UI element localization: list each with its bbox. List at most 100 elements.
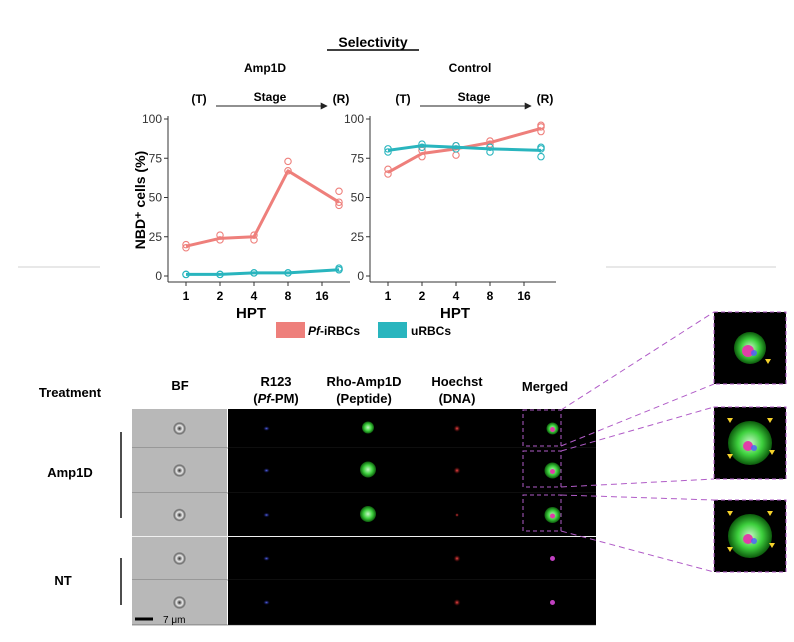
data-point (182, 240, 190, 249)
inset-arrowhead (769, 543, 775, 548)
data-point (182, 243, 190, 252)
series-line (185, 169, 340, 248)
data-point (335, 265, 343, 274)
stage-label: Stage (254, 90, 287, 104)
data-point (537, 152, 545, 161)
brightfield-cell (172, 551, 187, 566)
dna-signal (455, 513, 459, 517)
inset-connector (560, 406, 715, 452)
micrograph-panel (415, 537, 509, 580)
stage-end-label: (R) (333, 92, 350, 106)
chart-control: Control (T) (R) Stage 0 25 50 75 100 1 2 4 8 16 HPT (344, 61, 556, 322)
inset-connector (560, 311, 715, 411)
y-tick-label: 25 (149, 230, 163, 244)
y-tick-label: 25 (351, 230, 365, 244)
merged-nucleus (550, 427, 555, 432)
micrograph-panel (228, 409, 321, 448)
data-point (384, 165, 392, 173)
y-tick-label: 100 (142, 112, 162, 126)
micrograph-panel (415, 409, 509, 448)
column-header-bf: BF (171, 378, 188, 393)
chart-title: Control (449, 61, 492, 75)
micrograph-panel (321, 537, 415, 580)
micrograph-panel (228, 448, 321, 493)
data-point (384, 148, 392, 156)
merged-nucleus (550, 513, 555, 519)
y-tick-label: 0 (357, 269, 364, 283)
inset-source-box (522, 450, 562, 488)
micrograph-panel (228, 537, 321, 580)
legend-swatch-urbcs (378, 322, 407, 338)
inset-arrowhead (727, 511, 733, 516)
column-header-merged: Merged (522, 379, 568, 394)
data-point (537, 145, 545, 153)
data-point (452, 141, 460, 150)
data-point (216, 236, 224, 244)
chart-amp1d: Amp1D (T) (R) Stage 0 25 50 75 100 1 2 4 8 16 HPT (142, 61, 350, 322)
data-point (384, 145, 392, 153)
group-label-amp1d: Amp1D (47, 465, 93, 480)
series-line (387, 144, 542, 152)
x-tick-label: 8 (487, 289, 494, 303)
r123-signal (263, 512, 270, 518)
x-tick-label: 2 (217, 289, 224, 303)
inset-arrowhead (765, 359, 771, 364)
x-tick-label: 16 (517, 289, 531, 303)
micrograph-panel (228, 493, 321, 537)
inset-nucleus (743, 534, 753, 544)
data-point (335, 201, 343, 210)
inset-arrowhead (767, 418, 773, 423)
inset-membrane-signal (751, 538, 757, 544)
merged-signal (550, 556, 555, 561)
micrograph-panel (228, 580, 321, 625)
brightfield-cell (172, 508, 187, 522)
stage-label: Stage (458, 90, 491, 104)
peptide-signal (360, 461, 376, 478)
dna-signal (453, 599, 461, 606)
scale-bar-label: 7 μm (163, 615, 185, 626)
column-header-rho: Rho-Amp1D (326, 374, 401, 389)
series-line (186, 268, 340, 276)
stage-start-label: (T) (191, 92, 206, 106)
dna-signal (453, 467, 461, 474)
inset-membrane-signal (751, 445, 757, 451)
inset-connector (560, 494, 715, 501)
micrograph-panel (415, 493, 509, 537)
inset-arrowhead (727, 418, 733, 423)
dna-signal (453, 555, 461, 562)
inset-arrowhead (727, 454, 733, 459)
brightfield-cell (172, 421, 187, 436)
r123-signal (263, 468, 270, 473)
data-point (418, 143, 426, 152)
inset-arrowhead (727, 547, 733, 552)
peptide-signal (362, 421, 374, 434)
column-header-r123-sub: (Pf-PM) (253, 391, 299, 406)
column-header-rho-sub: (Peptide) (336, 391, 392, 406)
y-tick-label: 0 (155, 269, 162, 283)
legend-label-pf-irbcs: Pf-iRBCs (308, 324, 360, 338)
stage-end-label: (R) (537, 92, 554, 106)
merged-nucleus (550, 469, 555, 474)
data-point (486, 143, 494, 152)
inset-connector (560, 383, 715, 447)
data-point (486, 148, 494, 156)
inset-arrowhead (767, 511, 773, 516)
data-point (284, 167, 292, 175)
stage-start-label: (T) (395, 92, 410, 106)
y-tick-label: 50 (351, 191, 365, 205)
data-point (335, 198, 343, 206)
x-tick-label: 8 (285, 289, 292, 303)
x-axis-title: HPT (236, 305, 266, 322)
x-axis-title: HPT (440, 305, 470, 322)
y-axis-title: NBD⁺ cells (%) (132, 151, 148, 249)
data-point (284, 157, 292, 166)
data-point (452, 145, 460, 153)
x-tick-label: 16 (315, 289, 329, 303)
brightfield-cell (172, 463, 187, 478)
column-header-r123: R123 (260, 374, 291, 389)
figure-title: Selectivity (338, 34, 407, 50)
column-header-hoechst: Hoechst (431, 374, 483, 389)
merged-signal (550, 600, 555, 605)
x-tick-label: 4 (251, 289, 258, 303)
data-point (250, 269, 258, 277)
